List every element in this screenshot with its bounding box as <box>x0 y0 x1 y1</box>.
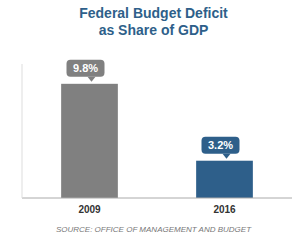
subtitle: as Share of GDP <box>99 22 209 38</box>
bar <box>61 84 118 198</box>
label-bubble <box>67 60 105 77</box>
bar <box>196 161 253 198</box>
label-pointer <box>88 77 96 82</box>
x-tick-label: 2016 <box>213 204 236 215</box>
title: Federal Budget Deficit <box>79 5 228 21</box>
data-label: 9.8% <box>73 62 98 74</box>
chart: Federal Budget Deficitas Share of GDP 9.8… <box>0 0 307 237</box>
x-axis <box>22 198 292 199</box>
data-labels: 9.8% 3.2% <box>67 60 240 159</box>
data-label: 3.2% <box>208 139 233 151</box>
chart-container: Federal Budget Deficitas Share of GDP 9.8… <box>0 0 307 237</box>
y-axis <box>22 64 23 198</box>
label-pointer <box>223 154 231 159</box>
x-tick-label: 2009 <box>78 204 101 215</box>
label-bubble <box>202 137 240 154</box>
plot-area <box>61 84 253 198</box>
source-note: SOURCE: OFFICE OF MANAGEMENT AND BUDGET <box>56 225 252 234</box>
